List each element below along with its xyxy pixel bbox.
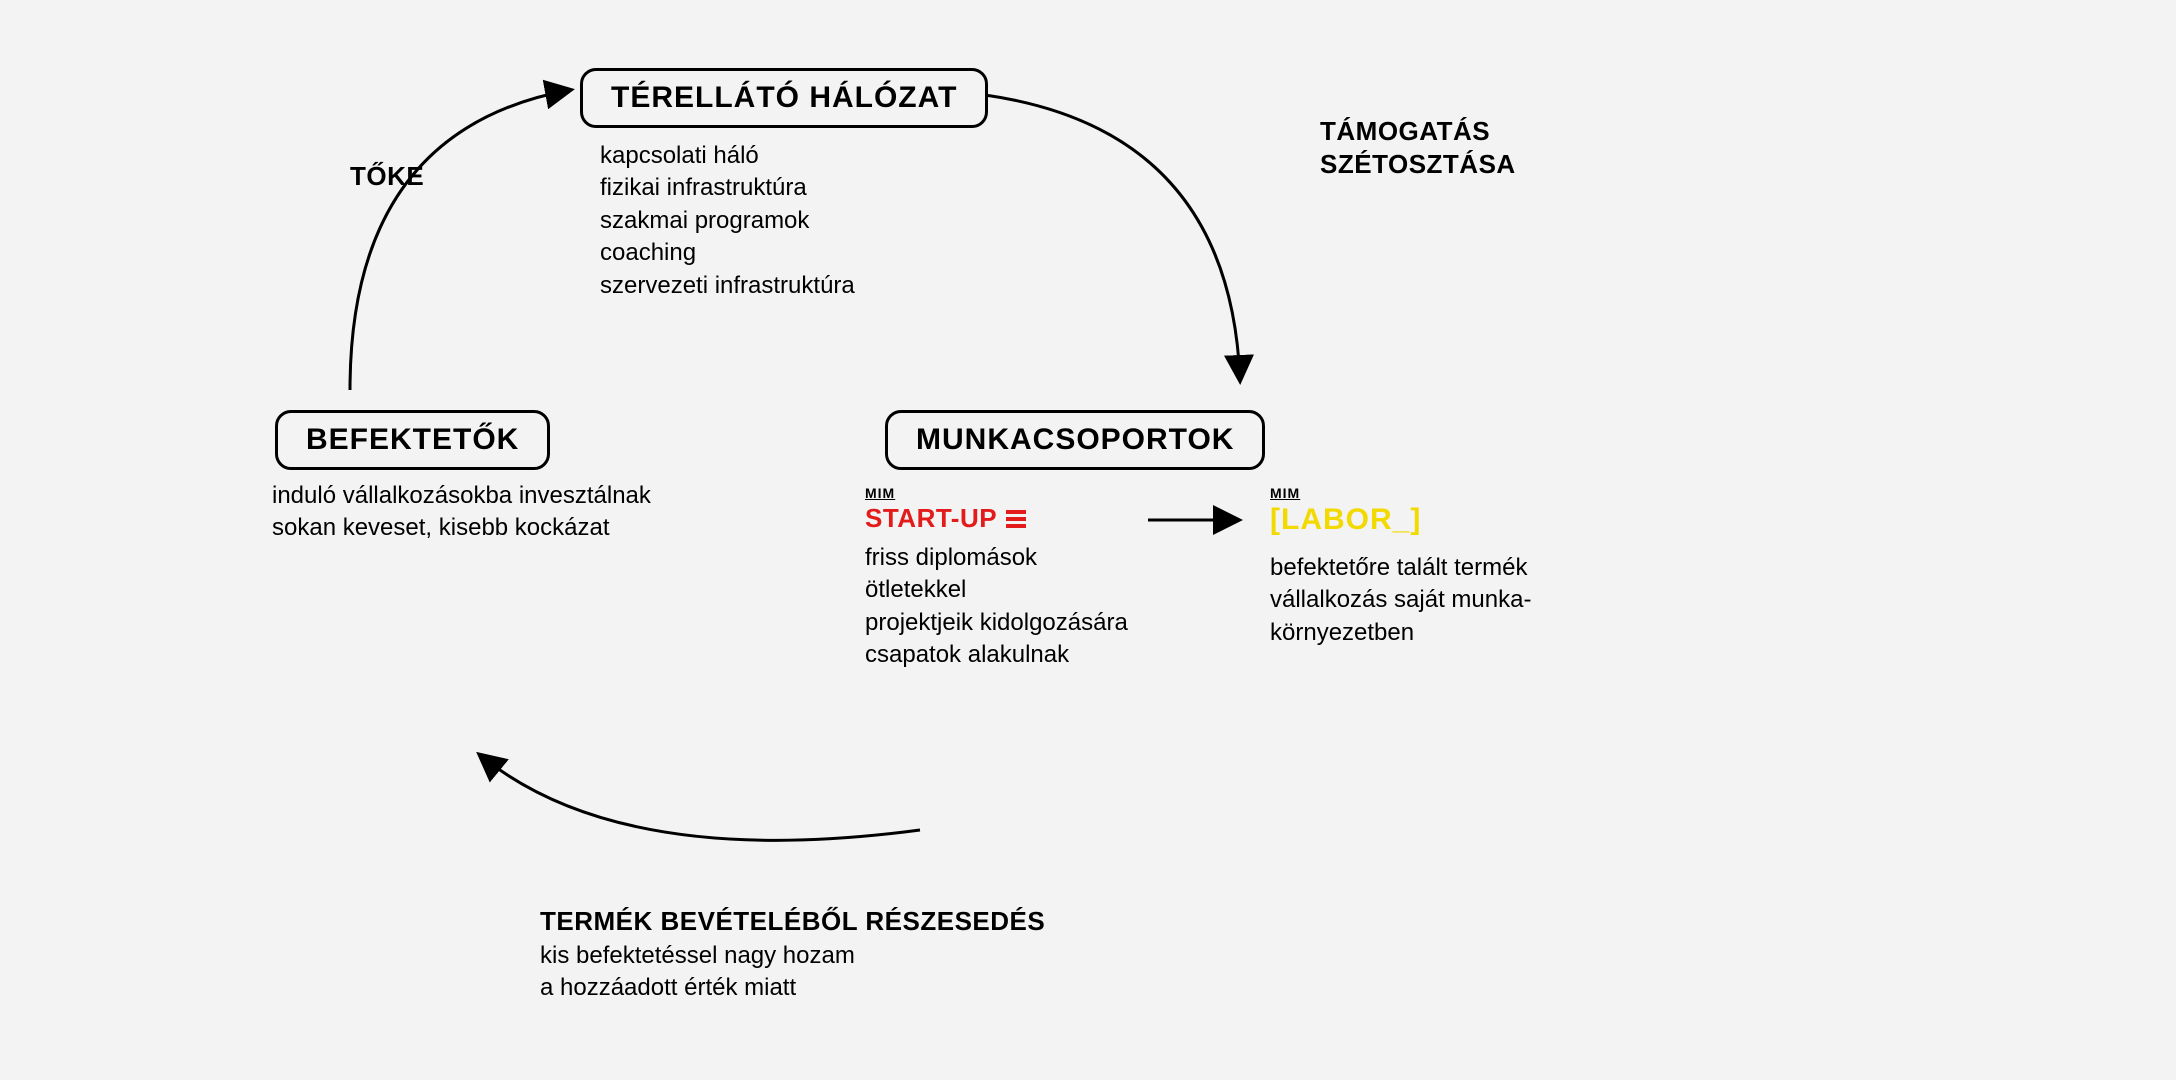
node-munkacsoportok: MUNKACSOPORTOK <box>885 410 1265 470</box>
node-terellato-title: TÉRELLÁTÓ HÁLÓZAT <box>611 81 957 114</box>
labor-desc: befektetőre talált termék vállalkozás sa… <box>1270 552 1531 649</box>
node-munkacsoportok-title: MUNKACSOPORTOK <box>916 423 1234 456</box>
startup-bars-icon <box>1006 510 1026 528</box>
edge-tamogatas <box>985 95 1240 380</box>
edge-label-termek-desc: kis befektetéssel nagy hozam a hozzáadot… <box>540 940 855 1005</box>
edge-toke <box>350 90 570 390</box>
block-labor: MIM [LABOR_] <box>1270 485 1421 537</box>
node-befektetok-title: BEFEKTETŐK <box>306 423 519 456</box>
labor-mim-tag: MIM <box>1270 485 1421 501</box>
labor-label: [LABOR_] <box>1270 503 1421 536</box>
startup-label: START-UP <box>865 503 997 534</box>
node-terellato: TÉRELLÁTÓ HÁLÓZAT <box>580 68 988 128</box>
node-terellato-desc: kapcsolati háló fizikai infrastruktúra s… <box>600 140 855 302</box>
edge-termek <box>480 755 920 840</box>
diagram-canvas: TÉRELLÁTÓ HÁLÓZAT kapcsolati háló fizika… <box>0 0 2176 1080</box>
node-befektetok-desc: induló vállalkozásokba invesztálnak soka… <box>272 480 651 545</box>
edge-label-tamogatas: TÁMOGATÁS SZÉTOSZTÁSA <box>1320 115 1516 180</box>
node-befektetok: BEFEKTETŐK <box>275 410 550 470</box>
startup-mim-tag: MIM <box>865 485 1026 501</box>
edge-label-toke: TŐKE <box>350 160 424 193</box>
startup-desc: friss diplomások ötletekkel projektjeik … <box>865 542 1128 672</box>
edge-label-termek-title: TERMÉK BEVÉTELÉBŐL RÉSZESEDÉS <box>540 905 1045 938</box>
block-startup: MIM START-UP <box>865 485 1026 534</box>
